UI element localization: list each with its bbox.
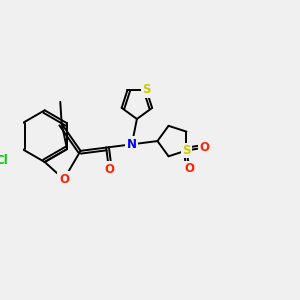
Text: O: O <box>200 141 209 154</box>
Text: N: N <box>127 138 137 151</box>
Text: O: O <box>184 162 194 175</box>
Text: O: O <box>59 173 69 186</box>
Text: S: S <box>142 83 151 97</box>
Text: O: O <box>104 163 114 176</box>
Text: Cl: Cl <box>0 154 8 167</box>
Text: S: S <box>182 144 191 157</box>
